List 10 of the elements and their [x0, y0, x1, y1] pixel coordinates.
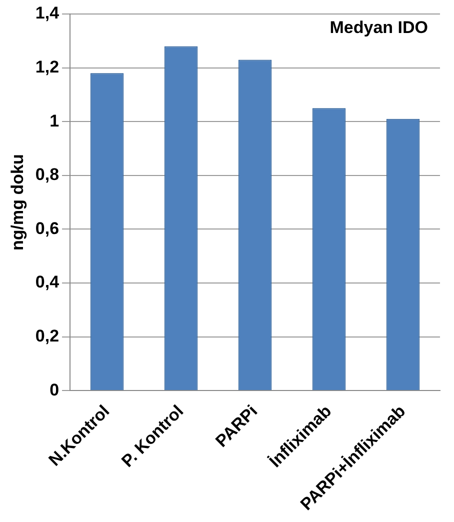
- y-axis-title: ng/mg doku: [8, 154, 27, 250]
- y-tick-label: 0: [50, 380, 60, 400]
- y-tick-label: 0,4: [35, 272, 60, 292]
- y-tick-label: 0,2: [35, 326, 60, 346]
- y-tick-label: 1: [50, 111, 60, 130]
- y-tick-label: 0,8: [35, 165, 60, 184]
- y-tick-label: 1,2: [35, 57, 60, 76]
- y-tick-label: 1,4: [35, 4, 60, 23]
- chart-title: Medyan IDO: [330, 18, 428, 38]
- y-tick-label: 0,6: [35, 218, 60, 238]
